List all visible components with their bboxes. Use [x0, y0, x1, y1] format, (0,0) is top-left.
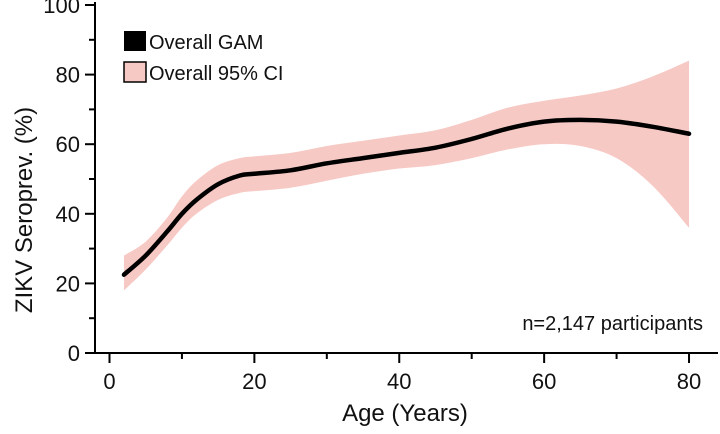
x-axis-title: Age (Years) [342, 400, 468, 427]
sample-size-annotation: n=2,147 participants [522, 313, 703, 335]
x-tick-label: 20 [242, 369, 266, 394]
gam-line [121, 117, 692, 277]
legend-swatch-gam [124, 31, 146, 51]
legend-label-ci: Overall 95% CI [149, 63, 284, 85]
axes: 0 20 40 60 80 100 0 20 40 60 80 [43, 0, 718, 394]
x-tick-label: 0 [103, 369, 115, 394]
x-tick-label: 40 [387, 369, 411, 394]
plot-area [121, 60, 692, 291]
y-tick-label: 80 [56, 63, 80, 88]
y-tick-label: 60 [56, 132, 80, 157]
ci-band [123, 60, 690, 291]
y-tick-label: 40 [56, 202, 80, 227]
legend-swatch-ci [123, 61, 147, 83]
y-tick-label: 0 [68, 341, 80, 366]
y-axis-title: ZIKV Seroprev. (%) [11, 107, 38, 313]
y-tick-label: 100 [43, 0, 80, 18]
x-tick-label: 60 [532, 369, 556, 394]
y-tick-label: 20 [56, 271, 80, 296]
x-tick-label: 80 [677, 369, 701, 394]
legend-label-gam: Overall GAM [149, 32, 263, 54]
legend: Overall GAM Overall 95% CI [123, 31, 284, 85]
